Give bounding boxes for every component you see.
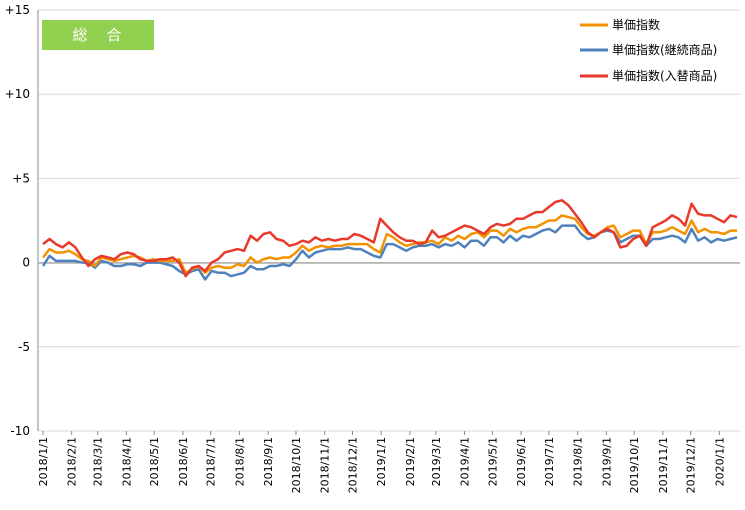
- x-tick-label: 2018/5/1: [148, 437, 161, 486]
- title-badge: 総 合: [42, 20, 154, 50]
- x-tick-label: 2019/6/1: [515, 437, 528, 486]
- x-tick-label: 2019/3/1: [430, 437, 443, 486]
- x-tick-label: 2019/1/1: [375, 437, 388, 486]
- x-tick-label: 2018/6/1: [177, 437, 190, 486]
- x-tick-label: 2019/9/1: [600, 437, 613, 486]
- series-lines: [41, 199, 738, 281]
- legend-label: 単価指数(入替商品): [612, 68, 717, 83]
- x-tick-label: 2018/11/1: [319, 437, 332, 493]
- y-tick-label: -10: [10, 424, 30, 438]
- legend-label: 単価指数: [612, 17, 660, 32]
- y-tick-label: 0: [22, 256, 30, 270]
- x-tick-label: 2019/12/1: [685, 437, 698, 493]
- x-tick-label: 2019/5/1: [486, 437, 499, 486]
- y-tick-labels: +15 +10 +5 0 -5 -10: [5, 3, 30, 438]
- x-tick-label: 2019/11/1: [657, 437, 670, 493]
- x-tick-label: 2019/8/1: [572, 437, 585, 486]
- x-tick-label: 2019/10/1: [628, 437, 641, 493]
- series-line: [42, 199, 738, 278]
- y-tick-label: -5: [18, 340, 30, 354]
- x-tick-label: 2019/7/1: [543, 437, 556, 486]
- x-tick-label: 2018/8/1: [233, 437, 246, 486]
- x-tick-label: 2018/2/1: [66, 437, 79, 486]
- title-badge-background: [42, 20, 154, 50]
- x-tick-label: 2020/1/1: [713, 437, 726, 486]
- legend-label: 単価指数(継続商品): [612, 42, 717, 57]
- x-tick-label: 2019/4/1: [459, 437, 472, 486]
- x-tick-label: 2018/9/1: [262, 437, 275, 486]
- x-tick-label: 2018/3/1: [92, 437, 105, 486]
- y-tick-label: +5: [12, 171, 30, 185]
- legend: 単価指数 単価指数(継続商品) 単価指数(入替商品): [580, 17, 717, 83]
- y-tick-label: +15: [5, 3, 30, 17]
- x-tick-label: 2018/10/1: [290, 437, 303, 493]
- x-tick-label: 2018/4/1: [120, 437, 133, 486]
- chart-title: 総 合: [72, 26, 123, 44]
- x-tick-label: 2019/2/1: [404, 437, 417, 486]
- x-tick-label: 2018/7/1: [205, 437, 218, 486]
- y-tick-label: +10: [5, 87, 30, 101]
- x-tick-label: 2018/1/1: [37, 437, 50, 486]
- series-line: [41, 224, 738, 281]
- x-tick-label: 2018/12/1: [346, 437, 359, 493]
- x-tick-labels: 2018/1/1 2018/2/1 2018/3/1 2018/4/1 2018/5/1…: [37, 431, 726, 493]
